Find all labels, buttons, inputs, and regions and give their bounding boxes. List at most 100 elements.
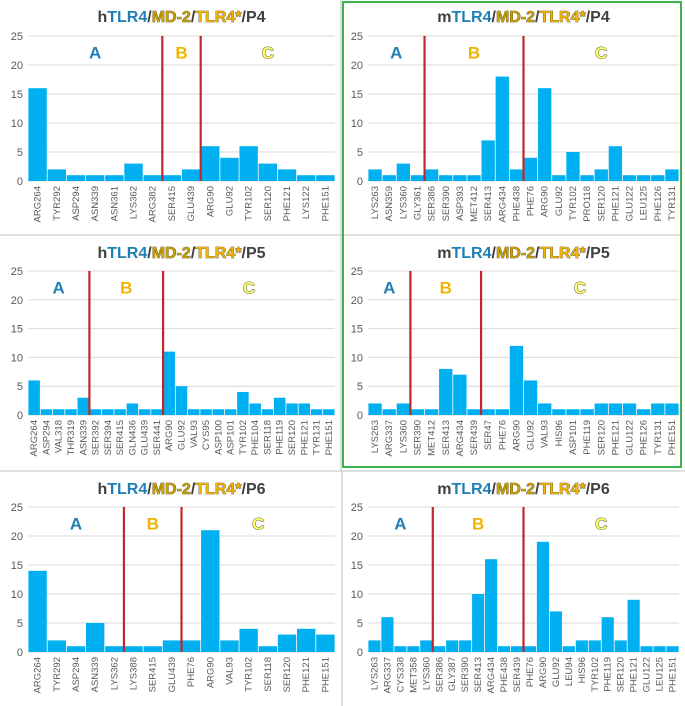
- x-tick-label: ARG90: [164, 420, 175, 451]
- bar-asp100: [212, 409, 225, 415]
- bar-met412: [424, 409, 439, 415]
- bar-val93: [220, 640, 239, 652]
- bar-leu125: [653, 646, 666, 652]
- bar-ser415: [143, 646, 162, 652]
- title-segment: /: [491, 9, 496, 26]
- x-tick-label: VAL93: [224, 657, 235, 685]
- bar-ser47: [481, 409, 495, 415]
- bar-gln436: [126, 403, 139, 415]
- bar-glu92: [549, 611, 562, 652]
- x-tick-label: PRO118: [582, 186, 593, 222]
- bar-lys122: [297, 175, 316, 181]
- title-segment: /: [535, 9, 540, 26]
- bar-phe151: [316, 634, 335, 652]
- title-segment: m: [437, 245, 451, 262]
- title-segment: /: [491, 245, 496, 262]
- x-tick-label: GLU439: [167, 657, 178, 692]
- x-tick-label: THR319: [66, 420, 77, 455]
- bar-tyr292: [47, 169, 66, 181]
- title-segment: MD-2: [152, 9, 191, 26]
- x-tick-label: PHE76: [186, 657, 197, 687]
- x-tick-label: ARG90: [205, 186, 216, 217]
- x-tick-label: TYR131: [667, 186, 678, 221]
- bar-lys360: [420, 640, 433, 652]
- bar-phe126: [636, 409, 651, 415]
- bar-phe126: [651, 175, 665, 181]
- y-tick-label: 20: [351, 60, 363, 72]
- title-segment: TLR4*: [195, 245, 242, 262]
- x-tick-label: SER120: [263, 186, 274, 221]
- bar-glu92: [552, 175, 566, 181]
- x-tick-label: SER415: [167, 186, 178, 221]
- region-label-a: A: [394, 514, 406, 533]
- title-segment: /P4: [242, 9, 266, 26]
- region-label-a: A: [89, 43, 101, 62]
- x-tick-label: GLY387: [447, 657, 458, 691]
- x-tick-label: ASN361: [109, 186, 120, 221]
- title-segment: /: [535, 245, 540, 262]
- y-tick-label: 10: [11, 352, 23, 364]
- y-tick-label: 0: [357, 647, 363, 659]
- y-tick-label: 0: [17, 176, 23, 188]
- region-label-b: B: [468, 43, 480, 62]
- x-tick-label: PHE151: [668, 657, 679, 692]
- bar-ser441: [151, 409, 163, 415]
- x-tick-label: LYS122: [301, 186, 312, 219]
- x-tick-label: LYS263: [369, 657, 380, 690]
- bar-tyr102: [239, 628, 258, 652]
- bar-phe76: [523, 157, 538, 181]
- title-segment: /P5: [242, 245, 266, 262]
- bar-his96: [552, 409, 566, 415]
- x-tick-label: PHE438: [511, 186, 522, 221]
- region-label-b: B: [440, 278, 452, 297]
- x-tick-label: LYS263: [370, 420, 381, 453]
- bar-phe438: [509, 169, 524, 181]
- x-tick-label: SER415: [148, 657, 159, 692]
- bar-arg337: [382, 409, 396, 415]
- x-tick-label: ARG90: [540, 186, 551, 217]
- bar-phe121: [627, 599, 640, 652]
- x-tick-label: LYS388: [129, 657, 140, 690]
- x-tick-label: CYS95: [201, 420, 212, 450]
- bar-glu92: [175, 386, 188, 415]
- bar-glu439: [162, 640, 182, 652]
- bar-ser413: [481, 140, 495, 181]
- x-tick-label: PHE121: [610, 420, 621, 455]
- bar-ser390: [410, 409, 425, 415]
- y-tick-label: 20: [11, 60, 23, 72]
- bar-ser390: [439, 175, 453, 181]
- y-tick-label: 10: [11, 589, 23, 601]
- bar-tyr292: [47, 640, 66, 652]
- x-tick-label: ASN339: [78, 420, 89, 455]
- x-tick-label: LYS360: [398, 420, 409, 453]
- x-tick-label: GLU122: [625, 420, 636, 455]
- title-segment: h: [97, 481, 107, 498]
- bar-lys388: [124, 646, 143, 652]
- y-tick-label: 10: [351, 352, 363, 364]
- title-segment: m: [437, 481, 451, 498]
- title-segment: /: [147, 245, 152, 262]
- x-tick-label: ARG90: [511, 420, 522, 451]
- chart-title: hTLR4/MD-2/TLR4*/P6: [97, 481, 265, 498]
- bar-pro118: [580, 175, 594, 181]
- x-tick-label: ARG264: [29, 420, 40, 456]
- y-tick-label: 20: [351, 531, 363, 543]
- y-tick-label: 5: [17, 618, 23, 630]
- x-tick-label: GLN436: [127, 420, 138, 455]
- x-tick-label: GLU122: [625, 186, 636, 221]
- bar-arg90: [201, 530, 220, 652]
- x-tick-label: ASP294: [71, 657, 82, 692]
- bar-glu122: [622, 403, 637, 415]
- bar-lys362: [105, 646, 124, 652]
- x-tick-label: ASP101: [568, 420, 579, 455]
- region-label-c: C: [252, 514, 264, 533]
- region-label-b: B: [120, 278, 132, 297]
- x-tick-label: ARG264: [33, 186, 44, 222]
- bar-arg264: [28, 570, 47, 652]
- bar-arg337: [381, 617, 394, 652]
- x-tick-label: MET358: [408, 657, 419, 693]
- x-tick-label: ARG264: [33, 657, 44, 693]
